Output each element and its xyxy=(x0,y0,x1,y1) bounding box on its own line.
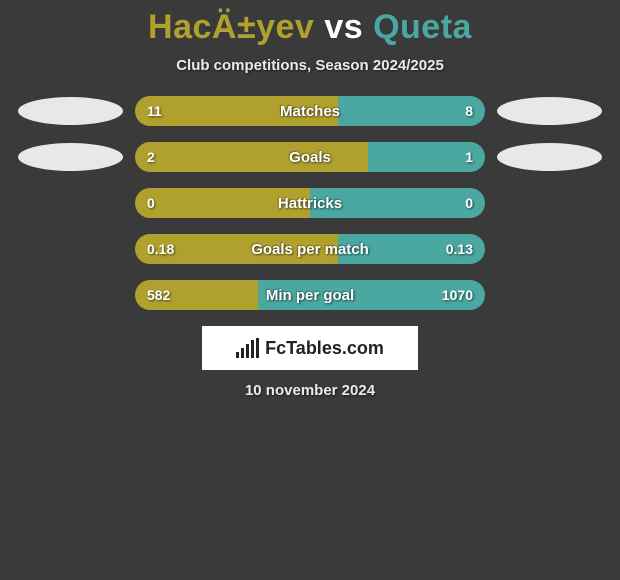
stat-row: 00Hattricks xyxy=(0,188,620,218)
stat-bar-left xyxy=(135,96,338,126)
stat-bar-right xyxy=(368,142,485,172)
stat-row: 21Goals xyxy=(0,142,620,172)
player1-oval xyxy=(18,143,123,171)
stat-bar-track: 00Hattricks xyxy=(135,188,485,218)
player1-oval xyxy=(18,97,123,125)
branding-text: FcTables.com xyxy=(265,338,384,359)
stat-bar-left xyxy=(135,188,310,218)
stat-bar-track: 118Matches xyxy=(135,96,485,126)
stat-bar-track: 0.180.13Goals per match xyxy=(135,234,485,264)
player2-oval xyxy=(497,97,602,125)
stat-row: 118Matches xyxy=(0,96,620,126)
stat-bar: 00Hattricks xyxy=(135,188,485,218)
stat-bar-right xyxy=(338,96,485,126)
stat-bar-right xyxy=(258,280,485,310)
date-text: 10 november 2024 xyxy=(0,382,620,399)
stat-bar: 5821070Min per goal xyxy=(135,280,485,310)
stat-bar-track: 5821070Min per goal xyxy=(135,280,485,310)
stat-bar: 118Matches xyxy=(135,96,485,126)
branding-badge: FcTables.com xyxy=(202,326,418,370)
stat-bar: 21Goals xyxy=(135,142,485,172)
bar-chart-icon xyxy=(236,338,259,358)
title-player2: Queta xyxy=(373,8,472,46)
subtitle: Club competitions, Season 2024/2025 xyxy=(0,57,620,74)
stat-bar-left xyxy=(135,234,338,264)
stat-bar: 0.180.13Goals per match xyxy=(135,234,485,264)
title-player1: HacÄ±yev xyxy=(148,8,314,46)
page-title: HacÄ±yev vs Queta xyxy=(0,8,620,47)
comparison-card: HacÄ±yev vs Queta Club competitions, Sea… xyxy=(0,0,620,399)
stat-bar-track: 21Goals xyxy=(135,142,485,172)
stat-bar-left xyxy=(135,280,258,310)
stat-rows: 118Matches 21Goals 00Hattricks 0.180.13Goal… xyxy=(0,96,620,310)
stat-bar-right xyxy=(338,234,485,264)
stat-bar-left xyxy=(135,142,368,172)
stat-row: 0.180.13Goals per match xyxy=(0,234,620,264)
player2-oval xyxy=(497,143,602,171)
stat-bar-right xyxy=(310,188,485,218)
title-vs: vs xyxy=(324,8,363,46)
stat-row: 5821070Min per goal xyxy=(0,280,620,310)
